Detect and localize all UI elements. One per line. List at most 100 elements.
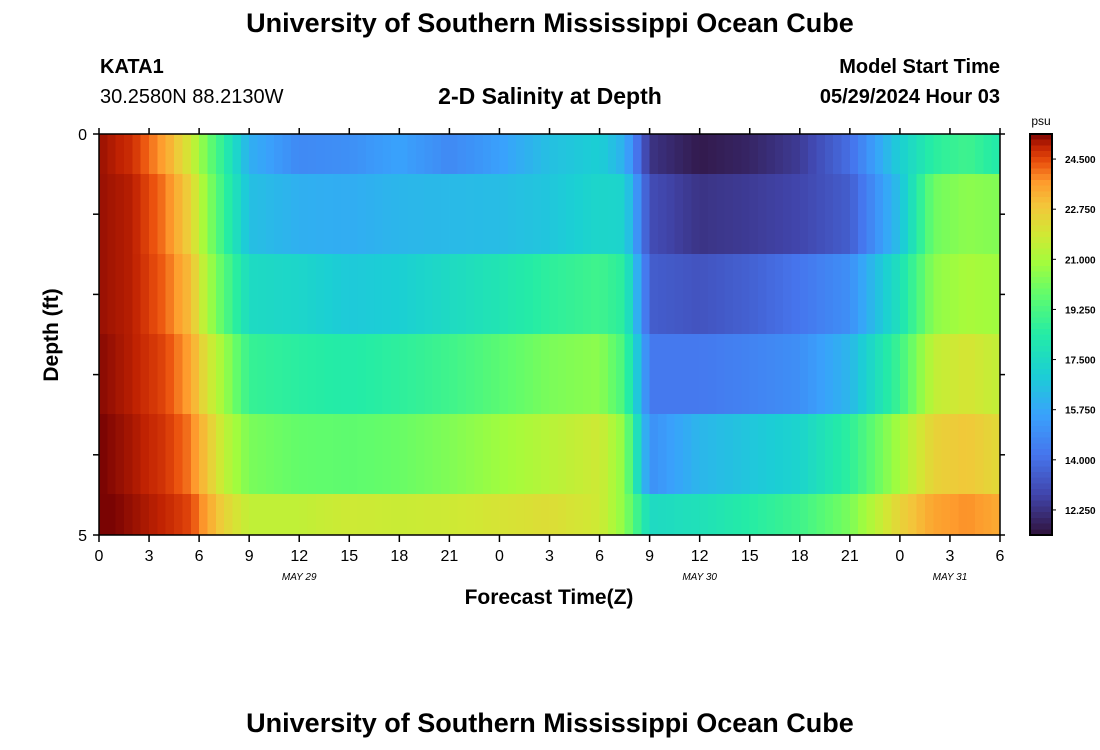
heatmap-cell [149, 414, 158, 494]
heatmap-cell [591, 134, 601, 174]
heatmap-cell [174, 494, 184, 535]
heatmap-cell [416, 134, 425, 174]
heatmap-cell [149, 254, 158, 334]
heatmap-cell [516, 174, 526, 254]
heatmap-cell [474, 254, 484, 334]
heatmap-cell [474, 414, 484, 494]
heatmap-cell [441, 494, 450, 535]
heatmap-cell [115, 134, 125, 174]
heatmap-cell [140, 334, 150, 414]
heatmap-cell [824, 414, 834, 494]
heatmap-cell [899, 334, 909, 414]
heatmap-cell [641, 494, 651, 535]
heatmap-cell [240, 134, 250, 174]
heatmap-cell [983, 334, 993, 414]
heatmap-cell [949, 134, 959, 174]
heatmap-cell [182, 494, 192, 535]
heatmap-cell [674, 334, 684, 414]
heatmap-cell [941, 334, 951, 414]
heatmap-cell [966, 414, 976, 494]
heatmap-cell [607, 494, 617, 535]
x-tick-label: 0 [495, 548, 504, 565]
heatmap-cell [699, 134, 709, 174]
heatmap-cell [991, 134, 1001, 174]
heatmap-cell [549, 134, 559, 174]
heatmap-cell [424, 494, 434, 535]
heatmap-cell [574, 494, 584, 535]
heatmap-cell [140, 254, 150, 334]
heatmap-cell [758, 174, 767, 254]
heatmap-cell [607, 134, 617, 174]
heatmap-cell [674, 494, 684, 535]
heatmap-cell [808, 414, 818, 494]
heatmap-cell [574, 414, 584, 494]
colorbar-segment [1030, 179, 1052, 187]
heatmap-cell [866, 174, 876, 254]
heatmap-cell [399, 134, 409, 174]
colorbar-segment [1030, 477, 1052, 485]
heatmap-cell [632, 414, 642, 494]
heatmap-cell [257, 414, 267, 494]
heatmap-cell [265, 174, 275, 254]
heatmap-cell [374, 494, 384, 535]
heatmap-cell [816, 334, 826, 414]
heatmap-cell [607, 334, 617, 414]
colorbar-segment [1030, 282, 1052, 290]
heatmap-cell [682, 134, 692, 174]
heatmap-cell [290, 494, 300, 535]
heatmap-cell [974, 414, 984, 494]
colorbar-segment [1030, 340, 1052, 347]
heatmap-cell [107, 334, 117, 414]
heatmap-cell [716, 134, 726, 174]
heatmap-cell [249, 174, 259, 254]
heatmap-cell [624, 414, 634, 494]
heatmap-cell [390, 334, 400, 414]
heatmap-cell [140, 174, 150, 254]
x-tick-label: 6 [996, 548, 1005, 565]
heatmap-cell [357, 174, 367, 254]
heatmap-cell [883, 174, 893, 254]
heatmap-cell [808, 134, 818, 174]
heatmap-cell [783, 414, 793, 494]
heatmap-cell [507, 494, 517, 535]
heatmap-cell [324, 334, 334, 414]
x-tick-label: 6 [195, 548, 204, 565]
heatmap-cell [549, 414, 559, 494]
heatmap-cell [149, 174, 158, 254]
heatmap-cell [599, 134, 609, 174]
heatmap-cell [841, 334, 851, 414]
heatmap-cell [974, 334, 984, 414]
heatmap-cell [299, 134, 309, 174]
heatmap-cell [574, 134, 584, 174]
heatmap-cell [649, 494, 659, 535]
heatmap-cell [749, 414, 759, 494]
heatmap-cell [257, 254, 267, 334]
heatmap-cell [232, 414, 242, 494]
heatmap-cell [858, 254, 868, 334]
heatmap-cell [499, 174, 509, 254]
x-tick-label: 0 [895, 548, 904, 565]
heatmap-cell [190, 174, 200, 254]
heatmap-cell [457, 414, 467, 494]
heatmap-cell [816, 414, 826, 494]
heatmap-cell [340, 494, 350, 535]
heatmap-cell [374, 334, 384, 414]
heatmap-cell [432, 254, 442, 334]
heatmap-cell [432, 414, 442, 494]
heatmap-cell [733, 414, 742, 494]
heatmap-cell [824, 174, 834, 254]
heatmap-cell [416, 414, 425, 494]
heatmap-cell [349, 334, 359, 414]
colorbar-segment [1030, 151, 1052, 158]
heatmap-cell [566, 254, 576, 334]
heatmap-cell [307, 334, 317, 414]
colorbar-segment [1030, 351, 1052, 359]
heatmap-cell [958, 334, 968, 414]
heatmap-cell [332, 174, 342, 254]
colorbar-segment [1030, 454, 1052, 462]
heatmap-cell [641, 174, 651, 254]
heatmap-cell [941, 134, 951, 174]
heatmap-cell [574, 174, 584, 254]
heatmap-cell [849, 414, 859, 494]
colorbar-tick-label: 15.750 [1065, 406, 1096, 417]
